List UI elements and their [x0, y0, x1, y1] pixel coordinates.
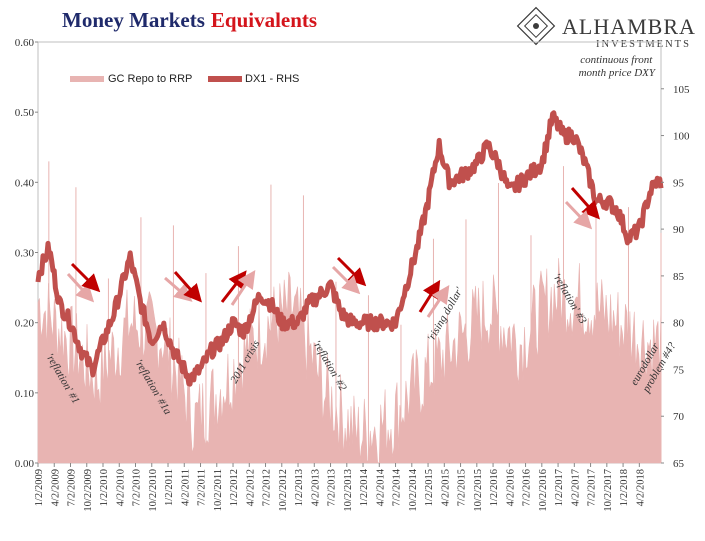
legend: GC Repo to RRP DX1 - RHS [70, 73, 299, 85]
x-tick-label: 4/2/2016 [505, 469, 516, 506]
dx1-line [35, 110, 664, 387]
x-tick-label: 7/2/2011 [197, 469, 208, 506]
x-tick-label: 7/2/2016 [522, 469, 533, 506]
chart-title: Money Markets Equivalents [62, 8, 317, 32]
arrow-light-1 [66, 272, 95, 303]
x-tick-label: 10/2/2014 [408, 468, 419, 511]
arrow-dark-2 [336, 256, 367, 287]
logo-name: ALHAMBRA [562, 14, 696, 39]
x-tick-label: 1/2/2018 [619, 469, 630, 506]
x-tick-label: 1/2/2017 [554, 469, 565, 506]
y-right-tick-label: 90 [673, 224, 685, 236]
y-left-tick-label: 0.60 [15, 37, 35, 49]
x-tick-label: 10/2/2010 [148, 469, 159, 512]
y-left-tick-label: 0.30 [15, 248, 35, 260]
gc-repo-area-layer [37, 161, 662, 464]
y-right-tick-label: 75 [673, 364, 685, 376]
x-tick-label: 7/2/2017 [587, 469, 598, 506]
x-tick-label: 7/2/2013 [327, 469, 338, 506]
arrow-light-rising [426, 285, 450, 318]
left-axis: 0.00 0.10 0.20 0.30 0.40 0.50 0.60 [15, 37, 38, 470]
x-tick-label: 10/2/2009 [83, 469, 94, 512]
annotation-dxy-line1: continuous front [580, 54, 653, 66]
y-left-tick-label: 0.10 [15, 388, 35, 400]
y-right-tick-label: 100 [673, 131, 690, 143]
x-tick-label: 10/2/2016 [538, 469, 549, 512]
x-axis: 1/2/2009 4/2/2009 7/2/2009 10/2/2009 1/2/201… [34, 463, 646, 512]
x-tick-label: 1/2/2014 [359, 468, 370, 506]
x-tick-label: 10/2/2013 [343, 469, 354, 512]
logo-subtitle: INVESTMENTS [596, 39, 691, 50]
y-left-tick-label: 0.00 [15, 458, 35, 470]
chart-title-part2: Equivalents [211, 8, 317, 32]
x-tick-label: 10/2/2017 [603, 469, 614, 512]
annotation-dxy-note: continuous front month price DXY [579, 54, 657, 79]
dx1-line-layer [35, 110, 664, 387]
y-left-tick-label: 0.40 [15, 177, 35, 189]
arrow-light-2 [331, 265, 361, 295]
y-right-tick-label: 105 [673, 84, 690, 96]
x-tick-label: 4/2/2011 [180, 469, 191, 506]
x-tick-label: 1/2/2016 [489, 469, 500, 506]
x-tick-label: 4/2/2012 [245, 469, 256, 506]
arrow-dark-1 [70, 262, 101, 293]
x-tick-label: 7/2/2015 [457, 469, 468, 506]
x-tick-label: 1/2/2015 [424, 469, 435, 506]
x-tick-label: 7/2/2014 [392, 468, 403, 506]
x-tick-label: 4/2/2018 [635, 469, 646, 506]
x-tick-label: 10/2/2011 [213, 469, 224, 511]
legend-swatch-gc-repo [70, 76, 104, 82]
logo-diamond-icon [516, 6, 556, 46]
y-left-tick-label: 0.20 [15, 318, 35, 330]
y-left-tick-label: 0.50 [15, 107, 35, 119]
x-tick-label: 7/2/2012 [262, 469, 273, 506]
x-tick-label: 7/2/2010 [132, 469, 143, 506]
x-tick-label: 4/2/2010 [115, 469, 126, 506]
x-tick-label: 4/2/2014 [375, 468, 386, 506]
y-right-tick-label: 70 [673, 411, 685, 423]
x-tick-label: 1/2/2009 [34, 469, 45, 506]
x-tick-label: 1/2/2013 [294, 469, 305, 506]
x-tick-label: 4/2/2015 [440, 469, 451, 506]
trend-arrows [66, 187, 600, 318]
x-tick-label: 1/2/2010 [99, 469, 110, 506]
x-tick-label: 10/2/2012 [278, 469, 289, 512]
arrow-light-3 [564, 200, 593, 230]
x-tick-label: 4/2/2009 [50, 469, 61, 506]
chart-title-part1: Money Markets [62, 8, 205, 32]
x-tick-label: 4/2/2017 [570, 469, 581, 506]
legend-swatch-dx1 [208, 76, 242, 82]
legend-label-dx1: DX1 - RHS [245, 73, 299, 85]
x-tick-label: 10/2/2015 [473, 469, 484, 512]
y-right-tick-label: 80 [673, 318, 685, 330]
x-tick-label: 4/2/2013 [310, 469, 321, 506]
x-tick-label: 1/2/2011 [164, 469, 175, 506]
arrow-dark-2011 [220, 270, 247, 303]
arrow-light-2011 [230, 270, 256, 306]
right-axis: 65 70 75 80 85 90 95 100 105 [661, 84, 690, 470]
legend-label-gc-repo: GC Repo to RRP [108, 73, 192, 85]
y-right-tick-label: 85 [673, 271, 685, 283]
x-tick-label: 1/2/2012 [229, 469, 240, 506]
arrow-dark-1a [173, 271, 202, 303]
annotation-dxy-line2: month price DXY [579, 67, 657, 79]
y-right-tick-label: 95 [673, 177, 685, 189]
y-right-tick-label: 65 [673, 458, 685, 470]
x-tick-label: 7/2/2009 [67, 469, 78, 506]
alhambra-logo: ALHAMBRA INVESTMENTS [516, 6, 696, 50]
